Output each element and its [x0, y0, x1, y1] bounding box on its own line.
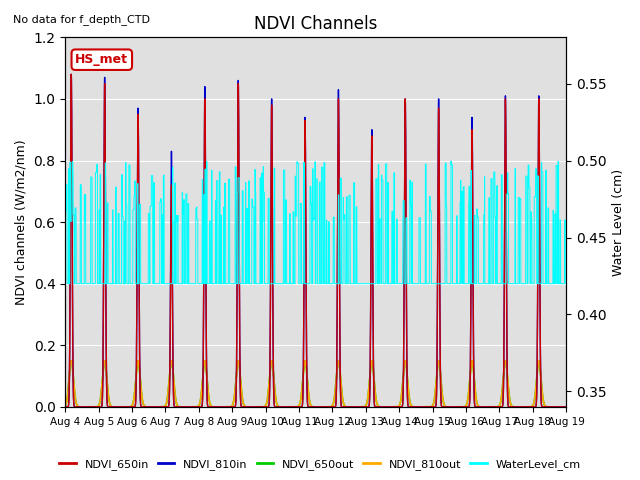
Text: No data for f_depth_CTD: No data for f_depth_CTD	[13, 14, 150, 25]
Text: HS_met: HS_met	[76, 53, 128, 66]
Y-axis label: Water Level (cm): Water Level (cm)	[612, 168, 625, 276]
Y-axis label: NDVI channels (W/m2/nm): NDVI channels (W/m2/nm)	[15, 139, 28, 305]
Legend: NDVI_650in, NDVI_810in, NDVI_650out, NDVI_810out, WaterLevel_cm: NDVI_650in, NDVI_810in, NDVI_650out, NDV…	[54, 455, 586, 474]
Title: NDVI Channels: NDVI Channels	[254, 15, 378, 33]
